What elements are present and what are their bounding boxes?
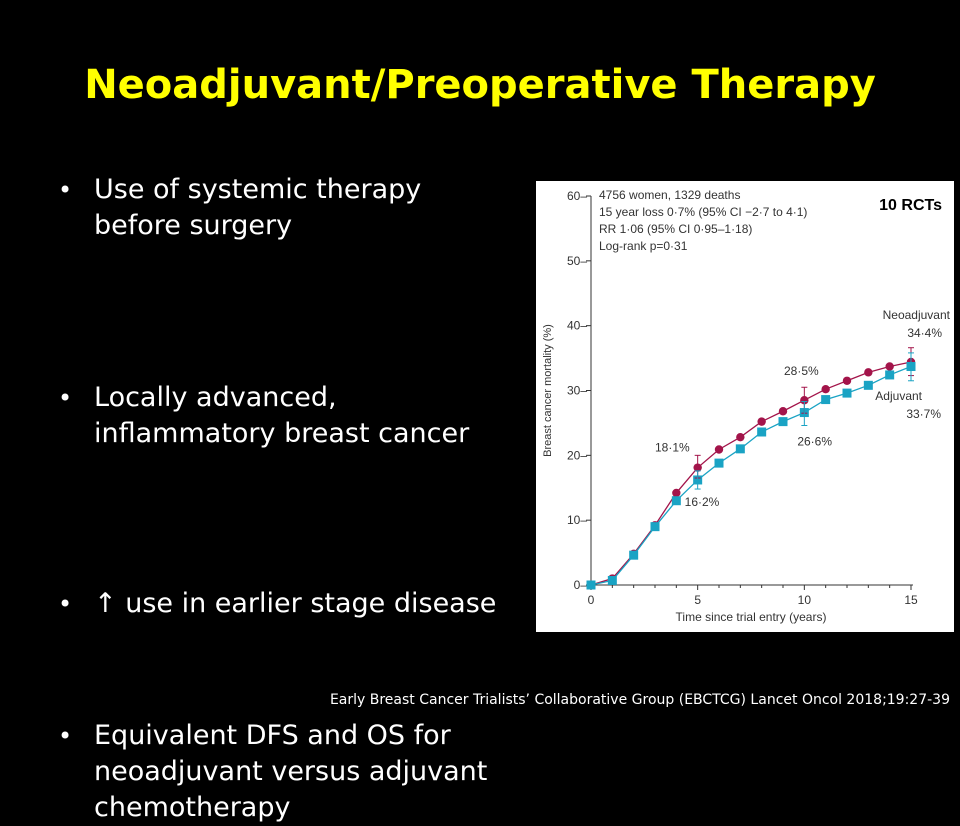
bullet-line: before surgery: [94, 210, 293, 241]
x-tick-label: 10: [798, 593, 812, 607]
bullet-item: • Locally advanced, inflammatory breast …: [58, 380, 538, 452]
adjuvant-point: [778, 417, 788, 427]
series-label-neoadjuvant: Neoadjuvant: [883, 308, 951, 322]
adjuvant-point: [714, 458, 724, 468]
bullet-line: Locally advanced,: [94, 382, 337, 413]
series-value-adjuvant: 33·7%: [906, 407, 941, 421]
series-value-neoadjuvant: 34·4%: [907, 326, 942, 340]
y-tick-label: 60–: [567, 189, 587, 203]
neoadjuvant-point: [736, 432, 745, 442]
adjuvant-point: [821, 395, 831, 405]
x-tick-label: 5: [694, 593, 701, 607]
adjuvant-point: [842, 388, 852, 398]
bullet-line: Use of systemic therapy: [94, 174, 422, 205]
adjuvant-point: [757, 427, 767, 437]
y-tick-label: 10–: [567, 513, 587, 527]
bullet-line: inflammatory breast cancer: [94, 418, 470, 449]
neoadjuvant-point: [842, 376, 852, 385]
y-tick-label: 0–: [574, 578, 588, 592]
bullet-item: • Use of systemic therapy before surgery: [58, 172, 538, 244]
adjuvant-point: [650, 522, 660, 532]
y-axis-label: Breast cancer mortality (%): [542, 324, 554, 457]
neoadjuvant-point: [885, 362, 894, 371]
bullet-line: neoadjuvant versus adjuvant: [94, 756, 488, 787]
bullet-line: Equivalent DFS and OS for: [94, 720, 451, 751]
adjuvant-point: [735, 444, 745, 454]
neoadjuvant-point: [778, 407, 788, 416]
adjuvant-point: [885, 370, 895, 380]
x-tick-label: 15: [904, 593, 918, 607]
neoadjuvant-point: [757, 417, 766, 426]
stats-line: 15 year loss 0·7% (95% CI −2·7 to 4·1): [599, 205, 807, 219]
mortality-chart: 0– 10– 20– 30– 40– 50– 60– 0 5 10 15 Time since tri…: [542, 188, 951, 624]
bullet-marker: •: [58, 384, 73, 412]
point-annotation: 26·6%: [797, 435, 832, 449]
adjuvant-point: [863, 380, 873, 390]
bullet-marker: •: [58, 176, 73, 204]
series-line-neoadjuvant: [590, 361, 912, 586]
y-tick-label: 40–: [567, 319, 587, 333]
y-tick-label: 30–: [567, 384, 587, 398]
neoadjuvant-point: [821, 385, 830, 394]
rct-badge: 10 RCTs: [879, 197, 942, 214]
bullet-item: • Equivalent DFS and OS for neoadjuvant …: [58, 718, 538, 826]
bullet-marker: •: [58, 590, 73, 618]
bullet-item: • ↑ use in earlier stage disease: [58, 586, 538, 622]
adjuvant-point: [671, 496, 681, 506]
adjuvant-point: [629, 550, 639, 560]
adjuvant-point: [586, 580, 596, 590]
bullet-line: chemotherapy: [94, 792, 291, 823]
citation: Early Breast Cancer Trialists’ Collabora…: [329, 692, 950, 708]
chart-panel: 0– 10– 20– 30– 40– 50– 60– 0 5 10 15 Time since tri…: [536, 181, 954, 632]
slide-title: Neoadjuvant/Preoperative Therapy: [84, 62, 876, 108]
stats-line: RR 1·06 (95% CI 0·95–1·18): [599, 222, 752, 236]
series-line-adjuvant: [590, 365, 912, 586]
y-tick-label: 50–: [567, 254, 587, 268]
bullet-list: • Use of systemic therapy before surgery…: [58, 172, 538, 823]
bullet-line: ↑ use in earlier stage disease: [94, 588, 497, 619]
x-axis-label: Time since trial entry (years): [676, 610, 827, 624]
stats-line: Log-rank p=0·31: [599, 239, 688, 253]
bullet-marker: •: [58, 722, 73, 750]
point-annotation: 28·5%: [784, 364, 819, 378]
point-annotation: 18·1%: [655, 441, 690, 455]
neoadjuvant-point: [672, 488, 681, 498]
series-label-adjuvant: Adjuvant: [875, 389, 922, 403]
point-annotation: 16·2%: [685, 495, 720, 509]
stats-line: 4756 women, 1329 deaths: [599, 188, 740, 202]
x-tick-label: 0: [588, 593, 595, 607]
adjuvant-point: [607, 575, 617, 585]
neoadjuvant-point: [714, 445, 724, 454]
y-tick-label: 20–: [567, 448, 587, 462]
neoadjuvant-point: [864, 368, 873, 377]
